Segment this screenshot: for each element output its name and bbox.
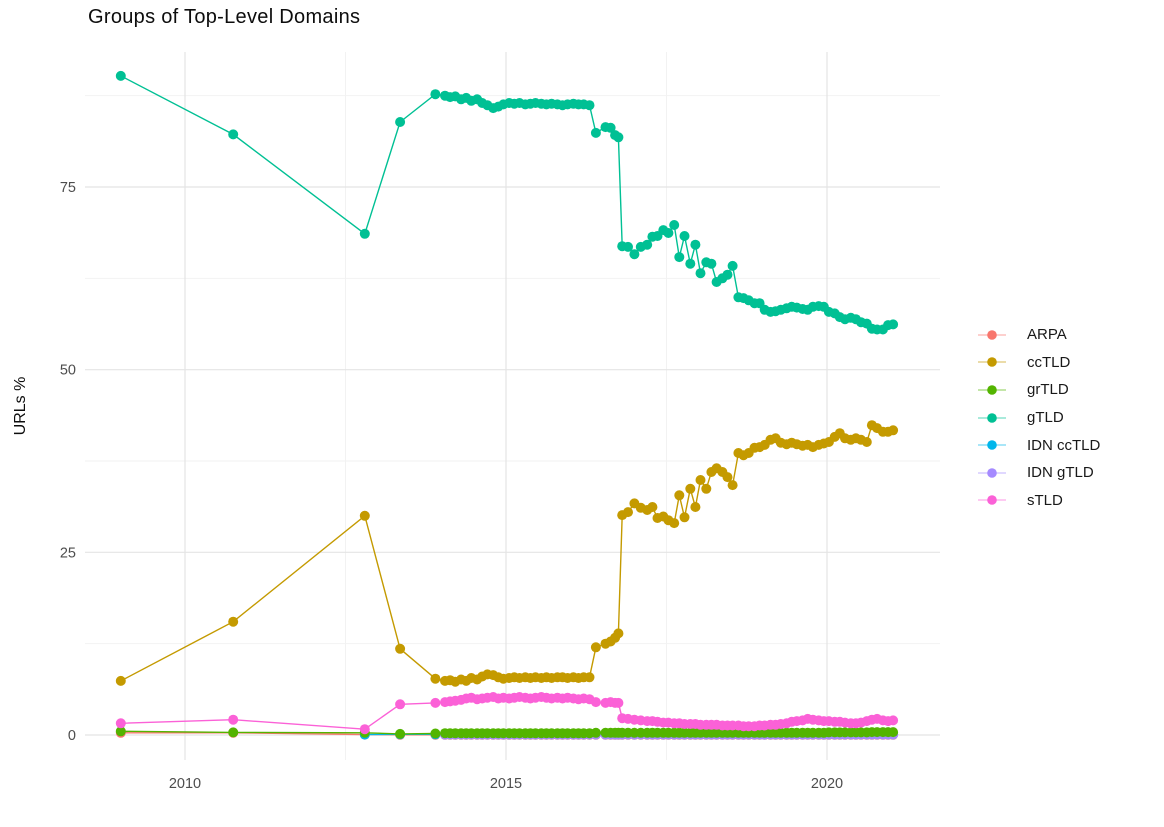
legend: ARPA ccTLD grTLD gTLD IDN ccTLD IDN gTLD sTLD — [977, 321, 1100, 514]
series-line — [120, 75, 894, 331]
data-point — [888, 319, 899, 330]
data-point — [395, 728, 406, 739]
data-point — [685, 258, 696, 269]
data-point — [613, 697, 624, 708]
axis-tick-labels: 0 25 50 75 2010 2015 2020 — [60, 180, 843, 792]
data-point — [701, 483, 712, 494]
data-point — [888, 727, 899, 738]
data-point — [228, 616, 239, 627]
data-point — [642, 239, 653, 250]
x-tick-label: 2015 — [490, 776, 522, 792]
data-point — [115, 726, 126, 737]
data-point — [663, 228, 674, 238]
data-point — [228, 714, 239, 725]
data-point — [605, 122, 616, 133]
series-gtld — [115, 70, 899, 335]
y-axis-title: URLs % — [12, 376, 29, 436]
data-point — [888, 425, 899, 436]
data-point — [722, 269, 733, 280]
data-point — [359, 228, 370, 239]
data-point — [430, 89, 441, 100]
series-stld — [115, 692, 899, 735]
data-point — [706, 258, 717, 269]
data-point — [395, 699, 406, 710]
data-point — [727, 260, 738, 271]
data-point — [623, 507, 633, 518]
data-point — [695, 475, 706, 485]
chart-title: Groups of Top-Level Domains — [88, 6, 361, 28]
legend-key-icon — [978, 329, 1006, 340]
data-point — [669, 220, 680, 230]
legend-item-arpa: ARPA — [977, 321, 1100, 349]
data-point — [669, 518, 680, 529]
legend-item-stld: sTLD — [977, 487, 1100, 515]
legend-key-icon — [978, 495, 1006, 506]
legend-key-icon — [978, 385, 1006, 395]
legend-label: gTLD — [1027, 409, 1064, 427]
data-point — [690, 502, 701, 512]
data-point — [695, 268, 706, 279]
data-point — [395, 643, 406, 654]
data-point — [690, 239, 701, 250]
data-point — [115, 70, 126, 81]
y-tick-label: 50 — [60, 363, 76, 379]
data-point — [861, 437, 872, 447]
legend-key-icon — [978, 467, 1006, 478]
data-point — [623, 241, 633, 252]
data-point — [590, 697, 601, 708]
data-point — [430, 673, 441, 684]
data-point — [228, 727, 239, 738]
y-tick-label: 75 — [60, 180, 76, 196]
legend-label: grTLD — [1027, 381, 1069, 399]
legend-key-icon — [978, 440, 1006, 450]
data-point — [685, 483, 696, 494]
legend-item-grtld: grTLD — [977, 376, 1100, 404]
data-point — [727, 480, 738, 491]
data-point — [613, 628, 624, 639]
data-point — [647, 502, 658, 512]
data-point — [115, 718, 126, 729]
data-point — [359, 724, 370, 735]
legend-label: IDN gTLD — [1027, 464, 1094, 482]
legend-label: sTLD — [1027, 491, 1063, 509]
data-point — [590, 127, 601, 138]
y-tick-label: 0 — [68, 728, 76, 744]
legend-label: ARPA — [1027, 326, 1067, 344]
legend-item-idn-cctld: IDN ccTLD — [977, 431, 1100, 459]
x-tick-label: 2010 — [169, 776, 201, 792]
legend-item-gtld: gTLD — [977, 404, 1100, 432]
data-point — [590, 727, 601, 738]
data-point — [674, 252, 685, 263]
x-tick-label: 2020 — [811, 776, 843, 792]
legend-label: IDN ccTLD — [1027, 436, 1101, 454]
data-point — [584, 100, 595, 111]
legend-key-icon — [978, 412, 1006, 423]
data-point — [722, 472, 733, 483]
data-point — [430, 728, 441, 739]
y-tick-label: 25 — [60, 545, 76, 561]
data-point — [888, 715, 899, 726]
data-point — [584, 672, 595, 683]
legend-item-cctld: ccTLD — [977, 349, 1100, 377]
data-point — [679, 231, 690, 241]
legend-key-icon — [978, 357, 1006, 368]
legend-label: ccTLD — [1027, 353, 1071, 371]
gridlines — [85, 52, 940, 760]
series-cctld — [115, 420, 899, 687]
data-point — [115, 675, 126, 686]
data-point — [629, 249, 640, 260]
data-point — [674, 490, 685, 501]
data-point — [430, 697, 441, 708]
legend-item-idn-gtld: IDN gTLD — [977, 459, 1100, 487]
data-point — [395, 117, 406, 127]
data-point — [228, 129, 239, 140]
data-point — [679, 512, 690, 523]
data-point — [590, 642, 601, 653]
data-point — [613, 132, 624, 143]
data-point — [359, 510, 370, 521]
